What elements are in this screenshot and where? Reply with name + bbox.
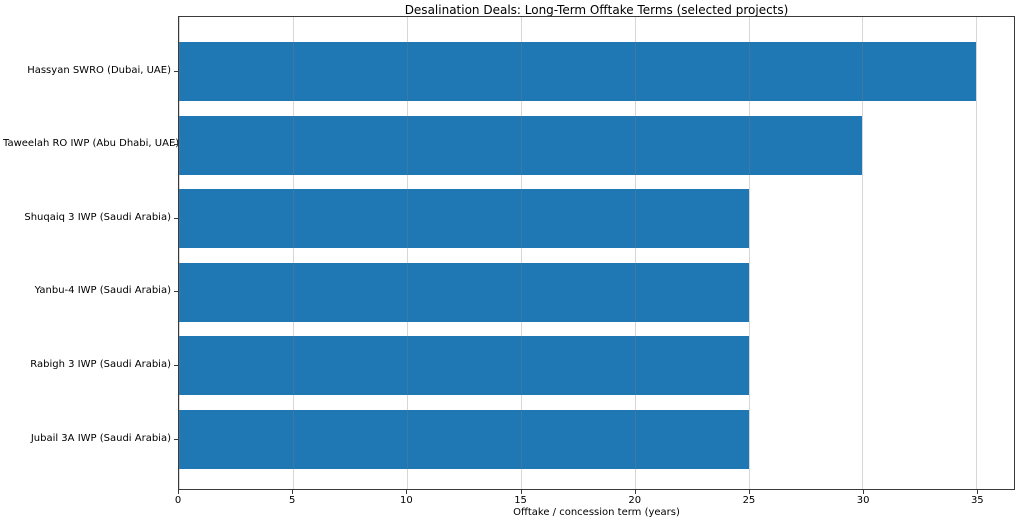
gridline-x-35 [976, 17, 978, 489]
bar-4 [179, 336, 749, 396]
y-tick-mark-1 [174, 144, 178, 146]
x-tick-label-15: 15 [514, 495, 527, 506]
y-tick-mark-4 [174, 364, 178, 366]
y-tick-label-4: Rabigh 3 IWP (Saudi Arabia) [30, 358, 171, 370]
x-tick-label-35: 35 [970, 495, 984, 506]
y-tick-mark-0 [174, 70, 178, 72]
gridline-x-0 [179, 17, 180, 489]
plot-area [178, 16, 1015, 490]
bar-5 [179, 410, 749, 469]
gridline-x-15 [520, 17, 522, 489]
x-tick-mark-5 [292, 490, 294, 494]
y-tick-label-3: Yanbu-4 IWP (Saudi Arabia) [34, 285, 171, 297]
x-axis-label: Offtake / concession term (years) [513, 507, 680, 518]
gridline-x-5 [292, 17, 294, 489]
bar-3 [179, 262, 749, 322]
x-tick-mark-25 [748, 490, 750, 494]
bar-1 [179, 115, 863, 175]
x-tick-label-25: 25 [742, 495, 756, 506]
x-tick-mark-15 [520, 490, 522, 494]
x-tick-label-10: 10 [400, 495, 413, 506]
x-tick-mark-30 [863, 490, 865, 494]
y-tick-label-5: Jubail 3A IWP (Saudi Arabia) [30, 432, 171, 444]
bar-0 [179, 42, 977, 101]
gridline-x-20 [634, 17, 636, 489]
y-tick-mark-2 [174, 217, 178, 219]
x-tick-mark-20 [634, 490, 636, 494]
y-tick-mark-3 [174, 291, 178, 293]
x-tick-label-5: 5 [289, 495, 296, 506]
x-tick-mark-0 [178, 490, 179, 494]
gridline-x-30 [862, 17, 864, 489]
x-tick-mark-10 [406, 490, 408, 494]
y-tick-mark-5 [174, 438, 178, 440]
x-tick-label-30: 30 [856, 495, 870, 506]
gridline-x-25 [748, 17, 750, 489]
y-tick-label-0: Hassyan SWRO (Dubai, UAE) [27, 64, 171, 76]
gridline-x-10 [406, 17, 408, 489]
x-tick-label-0: 0 [174, 495, 182, 506]
y-tick-label-1: Taweelah RO IWP (Abu Dhabi, UAE) [3, 138, 180, 150]
y-tick-label-2: Shuqaiq 3 IWP (Saudi Arabia) [24, 211, 171, 223]
bar-2 [179, 189, 749, 249]
x-tick-label-20: 20 [628, 495, 642, 506]
chart-title: Desalination Deals: Long-Term Offtake Te… [404, 3, 789, 17]
x-tick-mark-35 [977, 490, 979, 494]
